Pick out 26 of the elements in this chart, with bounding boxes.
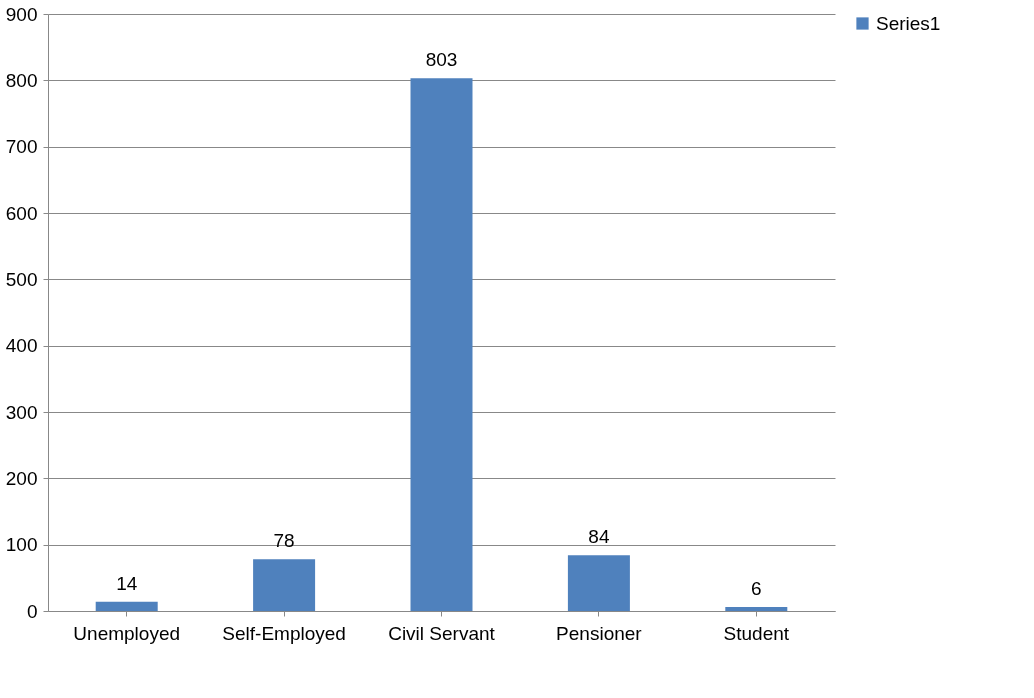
y-tick-label: 800 <box>5 69 38 91</box>
x-tick-label: Unemployed <box>73 622 181 644</box>
y-tick-label: 900 <box>5 3 38 25</box>
bar <box>253 559 316 611</box>
y-tick-label: 600 <box>5 202 38 224</box>
y-tick-label: 200 <box>5 467 38 489</box>
data-label: 78 <box>273 530 295 552</box>
bar <box>95 601 158 611</box>
x-tick-label: Pensioner <box>556 622 643 644</box>
y-tick-label: 100 <box>5 534 38 556</box>
y-tick-label: 700 <box>5 136 38 158</box>
y-tick-label: 400 <box>5 335 38 357</box>
bar <box>725 607 788 611</box>
data-label: 803 <box>425 49 458 71</box>
bar <box>410 78 473 611</box>
data-label: 14 <box>116 572 138 594</box>
data-label: 6 <box>751 578 762 600</box>
x-tick-label: Student <box>723 622 790 644</box>
bar <box>567 555 630 611</box>
x-tick-label: Civil Servant <box>388 622 496 644</box>
legend-label: Series1 <box>876 12 941 34</box>
data-label: 84 <box>588 526 610 548</box>
x-tick-label: Self-Employed <box>222 622 346 644</box>
y-tick-label: 300 <box>5 401 38 423</box>
y-tick-label: 500 <box>5 268 38 290</box>
y-tick-label: 0 <box>26 600 38 622</box>
